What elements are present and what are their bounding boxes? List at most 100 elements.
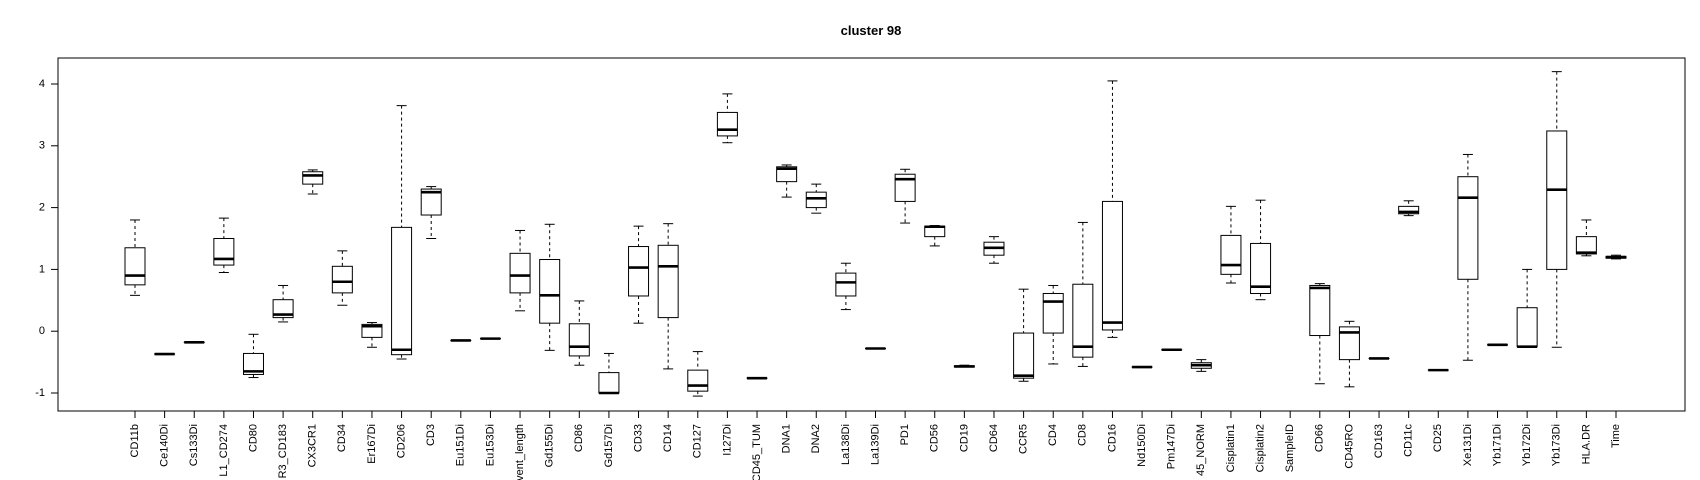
- box-Yb172Di: [1516, 268, 1538, 348]
- box-CD66: [1309, 283, 1331, 385]
- box-iqr: [1546, 130, 1568, 270]
- x-tick-label: CD80: [247, 424, 259, 452]
- box-45_NORM: [1190, 359, 1212, 372]
- box-CD16: [1101, 80, 1123, 338]
- box-CD33: [628, 225, 650, 324]
- x-tick-label: CD11b: [129, 424, 141, 457]
- x-tick-label: Pm147Di: [1166, 424, 1178, 469]
- y-tick-label: 4: [39, 78, 45, 90]
- box-iqr: [598, 372, 620, 394]
- box-CD56: [924, 225, 946, 247]
- x-tick-label: Cisplatin2: [1254, 424, 1266, 472]
- box-iqr: [1575, 236, 1597, 255]
- box-vent_length: [509, 229, 531, 312]
- y-tick-label: 2: [39, 202, 45, 214]
- box-Gd157Di: [598, 352, 620, 395]
- x-tick-label: CD33: [632, 424, 644, 452]
- box-iqr: [716, 111, 738, 137]
- box-Cisplatin2: [1250, 199, 1272, 301]
- x-tick-label: CD19: [958, 424, 970, 452]
- box-CD4: [1042, 284, 1064, 365]
- box-iqr: [687, 369, 709, 392]
- x-tick-label: La139Di: [869, 424, 881, 465]
- x-tick-label: vent_length: [514, 424, 526, 480]
- box-iqr: [272, 299, 294, 319]
- box-CX3CR1: [302, 169, 324, 195]
- box-L1_CD274: [213, 217, 235, 273]
- x-tick-label: L1_CD274: [218, 424, 230, 477]
- box-iqr: [213, 238, 235, 266]
- box-CD206: [391, 105, 413, 360]
- box-iqr: [1309, 284, 1331, 337]
- box-Cisplatin1: [1220, 205, 1242, 284]
- box-iqr: [1457, 176, 1479, 280]
- y-tick-label: -1: [35, 387, 45, 399]
- x-tick-label: CD3: [425, 424, 437, 446]
- box-iqr: [657, 244, 679, 319]
- box-La138Di: [835, 262, 857, 311]
- x-tick-label: CD56: [929, 424, 941, 452]
- boxes-group: [124, 71, 1627, 397]
- x-tick-label: CD64: [988, 424, 1000, 452]
- box-CD127: [687, 351, 709, 397]
- x-tick-label: 45_NORM: [1195, 424, 1207, 476]
- plot-frame: [57, 57, 1686, 412]
- x-tick-label: La138Di: [840, 424, 852, 465]
- box-HLA.DR: [1575, 219, 1597, 257]
- x-tick-label: CD45RO: [1343, 424, 1355, 469]
- box-CD3: [420, 186, 442, 239]
- box-CD86: [568, 300, 590, 366]
- box-CD80: [242, 333, 264, 379]
- box-iqr: [1072, 283, 1094, 358]
- box-iqr: [1013, 332, 1035, 379]
- y-tick-label: 0: [39, 325, 45, 337]
- chart-title: cluster 98: [841, 23, 902, 38]
- x-tick-label: CD11c: [1403, 424, 1415, 457]
- x-tick-label: Cisplatin1: [1225, 424, 1237, 472]
- x-tick-label: CD16: [1106, 424, 1118, 452]
- x-tick-label: CD163: [1373, 424, 1385, 458]
- box-iqr: [509, 252, 531, 294]
- box-CD45RO: [1338, 320, 1360, 388]
- box-Gd155Di: [539, 223, 561, 351]
- box-iqr: [628, 246, 650, 297]
- x-tick-label: CD66: [1314, 424, 1326, 452]
- x-tick-label: Ce140Di: [159, 424, 171, 467]
- box-iqr: [805, 191, 827, 209]
- box-CD34: [331, 250, 353, 306]
- x-tick-label: Eu153Di: [484, 424, 496, 466]
- x-tick-label: CD34: [336, 424, 348, 452]
- box-iqr: [1042, 293, 1064, 334]
- x-tick-label: PD1: [899, 424, 911, 445]
- box-iqr: [776, 166, 798, 183]
- x-tick-label: R3_CD183: [277, 424, 289, 478]
- box-CD8: [1072, 221, 1094, 367]
- box-DNA1: [776, 164, 798, 198]
- x-tick-label: SampleID: [1284, 424, 1296, 472]
- x-tick-label: HLA.DR: [1580, 424, 1592, 464]
- box-iqr: [1101, 200, 1123, 331]
- box-iqr: [1516, 307, 1538, 348]
- x-tick-label: Er167Di: [366, 424, 378, 464]
- x-tick-label: I127Di: [721, 424, 733, 456]
- box-iqr: [894, 173, 916, 202]
- box-iqr: [1220, 234, 1242, 275]
- x-tick-label: CD4: [1047, 424, 1059, 446]
- box-iqr: [835, 272, 857, 297]
- box-R3_CD183: [272, 284, 294, 323]
- box-iqr: [1398, 205, 1420, 215]
- x-tick-label: Cs133Di: [188, 424, 200, 466]
- box-iqr: [1250, 242, 1272, 295]
- box-iqr: [124, 247, 146, 286]
- box-Er167Di: [361, 322, 383, 348]
- x-axis: CD11b Ce140Di Cs133Di L1_CD274 CD80 R3_CD183 C…: [129, 410, 1622, 480]
- x-tick-label: Gd155Di: [544, 424, 556, 467]
- box-Xe131Di: [1457, 153, 1479, 361]
- x-tick-label: Time: [1610, 424, 1622, 448]
- x-tick-label: Yb171Di: [1491, 424, 1503, 466]
- box-CD64: [983, 236, 1005, 264]
- x-tick-label: CD25: [1432, 424, 1444, 452]
- x-tick-label: CX3CR1: [307, 424, 319, 467]
- y-tick-label: 1: [39, 263, 45, 275]
- box-CD19: [953, 364, 975, 368]
